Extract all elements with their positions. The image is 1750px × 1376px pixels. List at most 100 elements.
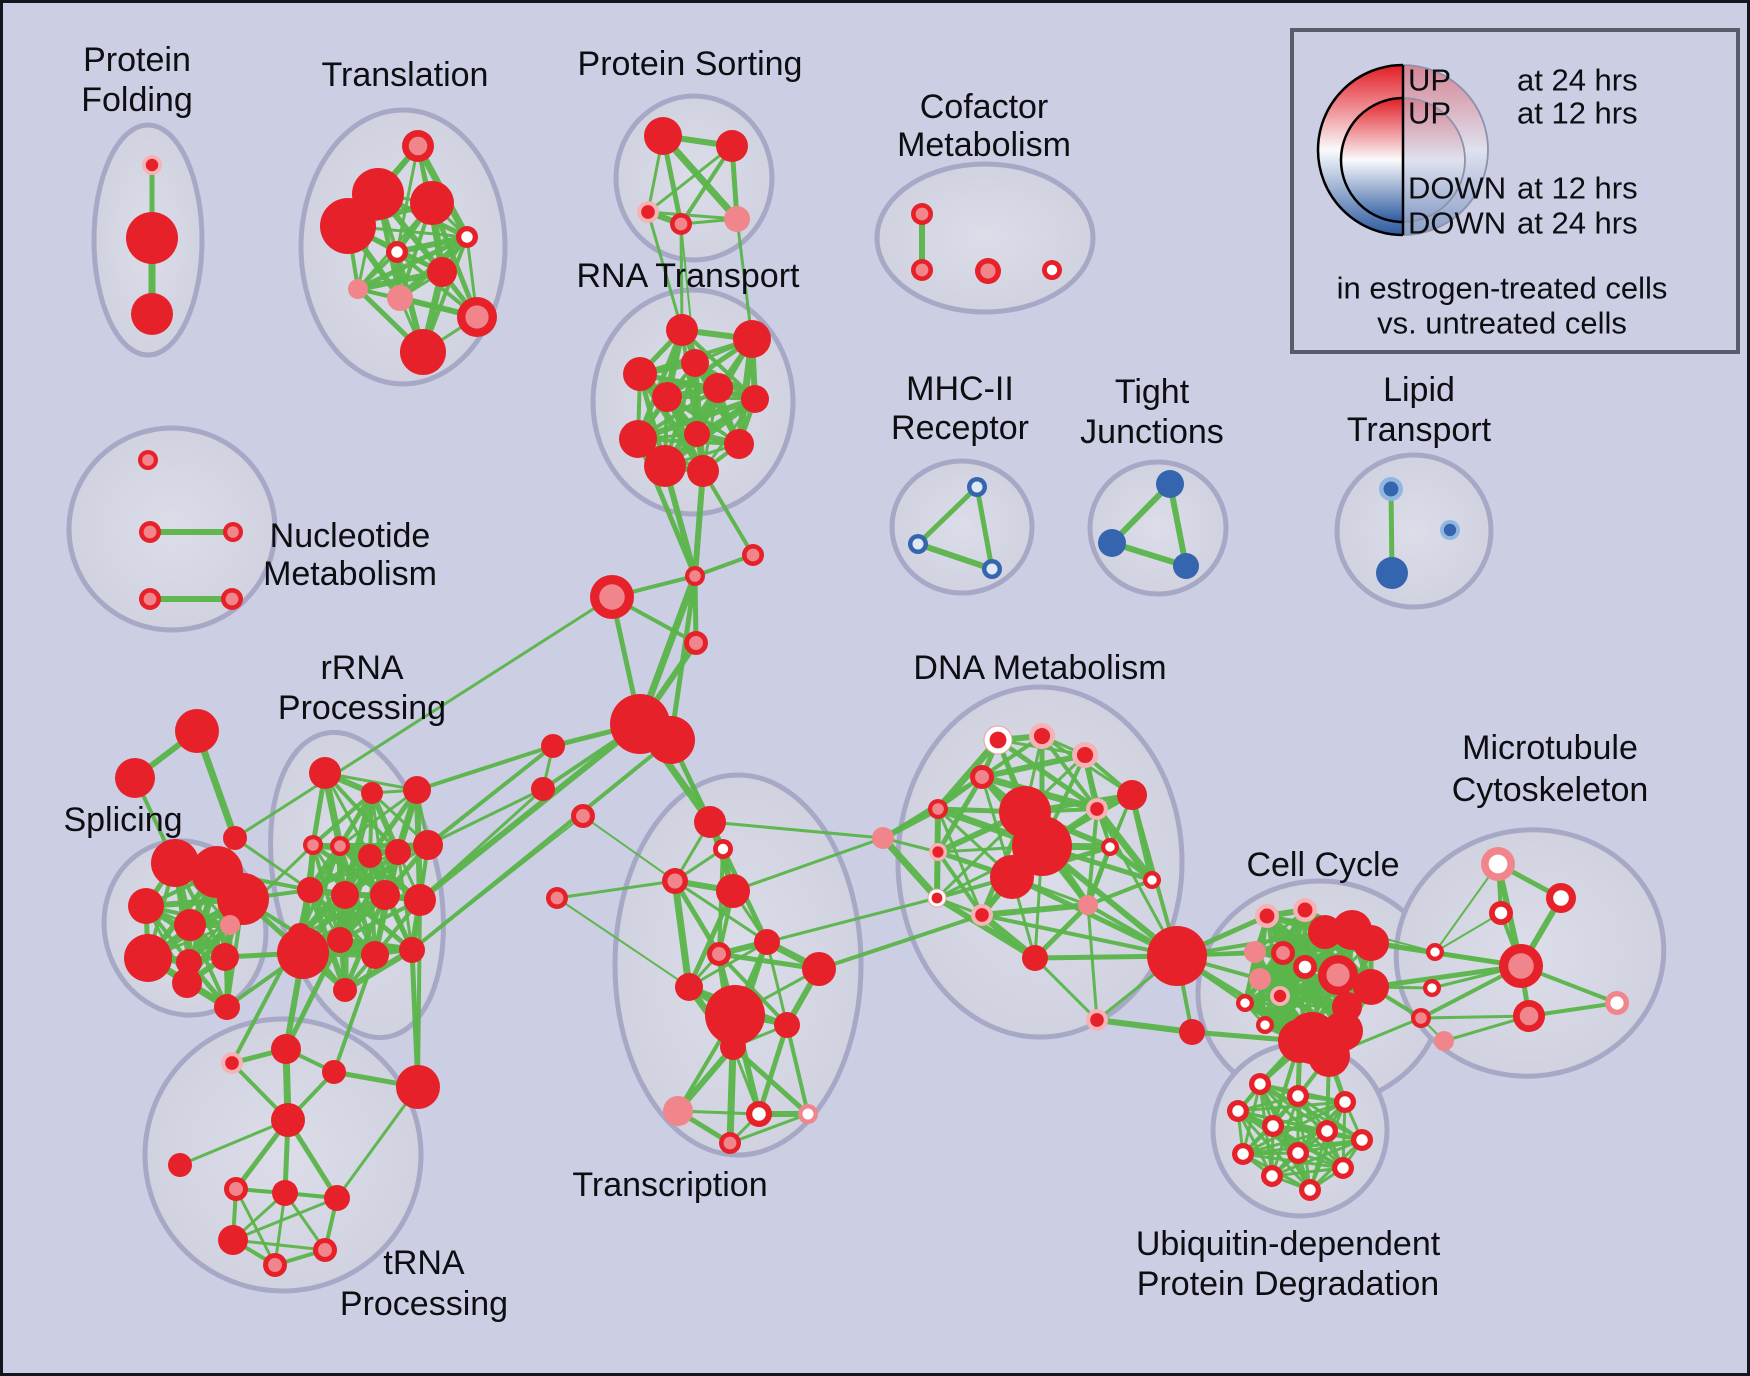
- node-part: [1553, 890, 1569, 906]
- node-part: [652, 382, 682, 412]
- node-part: [641, 205, 655, 219]
- node-red: [774, 1012, 800, 1038]
- edge: [756, 1024, 790, 1115]
- node-part: [1147, 875, 1157, 885]
- node-pink_redring: [707, 942, 731, 966]
- node-red: [218, 1225, 248, 1255]
- node-pink: [724, 206, 750, 232]
- legend-caption: vs. untreated cells: [1377, 306, 1627, 341]
- node-red: [687, 455, 719, 487]
- node-part: [370, 880, 400, 910]
- node-part: [220, 915, 240, 935]
- node-white_redring: [1299, 1179, 1321, 1201]
- node-pink: [220, 915, 240, 935]
- node-part: [644, 117, 682, 155]
- edge: [556, 897, 690, 988]
- node-part: [1298, 960, 1312, 974]
- cluster-label-cofactor-metabolism: Metabolism: [897, 126, 1071, 164]
- node-part: [986, 563, 998, 575]
- edge: [427, 787, 544, 847]
- node-part: [1033, 727, 1051, 745]
- node-part: [915, 263, 929, 277]
- node-red: [733, 320, 771, 358]
- node-white_redring: [1426, 943, 1444, 961]
- node-red: [541, 734, 565, 758]
- node-white_redring: [746, 1101, 772, 1127]
- node-pink_redring: [1499, 944, 1543, 988]
- node-blue: [1173, 553, 1199, 579]
- edge: [311, 791, 374, 847]
- node-part: [396, 1065, 440, 1109]
- node-part: [172, 968, 202, 998]
- node-red_whitering: [983, 725, 1013, 755]
- node-red_pinkring: [1086, 1009, 1108, 1031]
- edge: [418, 787, 545, 902]
- node-part: [647, 716, 695, 764]
- node-part: [687, 455, 719, 487]
- node-part: [361, 782, 383, 804]
- node-red: [131, 293, 173, 335]
- node-white_bluering: [908, 534, 928, 554]
- node-part: [297, 877, 323, 903]
- cluster-label-cofactor-metabolism: Cofactor: [920, 88, 1049, 126]
- edge: [234, 595, 613, 840]
- node-part: [674, 217, 688, 231]
- node-red: [427, 257, 457, 287]
- node-white_redring: [1101, 838, 1119, 856]
- node-red: [175, 709, 219, 753]
- node-white_redring: [1351, 1129, 1373, 1151]
- node-part: [1292, 1090, 1304, 1102]
- node-part: [666, 314, 698, 346]
- edge: [1434, 912, 1502, 953]
- node-pink: [1244, 941, 1266, 963]
- node-part: [1244, 941, 1266, 963]
- cluster-label-ubiquitin-degradation: Ubiquitin-dependent: [1136, 1225, 1441, 1263]
- node-pink_redring: [224, 1177, 248, 1201]
- node-red: [271, 1103, 305, 1137]
- node-part: [277, 927, 329, 979]
- legend-time-label: at 12 hrs: [1517, 171, 1638, 206]
- node-part: [1240, 998, 1250, 1008]
- node-part: [1273, 989, 1287, 1003]
- node-part: [684, 421, 710, 447]
- node-red: [694, 806, 726, 838]
- node-red: [174, 909, 206, 941]
- cluster-ellipse-lipid-transport: [1334, 452, 1494, 610]
- node-red: [404, 884, 436, 916]
- cluster-label-nucleotide-metabolism: Metabolism: [263, 555, 437, 593]
- node-part: [176, 949, 202, 975]
- edge: [981, 913, 1178, 958]
- node-red: [324, 1185, 350, 1211]
- node-white_redring: [1293, 955, 1317, 979]
- node-part: [741, 385, 769, 413]
- cluster-label-protein-folding: Protein: [83, 41, 191, 79]
- edge: [582, 815, 676, 882]
- edge: [1096, 1017, 1193, 1035]
- node-part: [975, 770, 989, 784]
- node-pink_redring: [1411, 1008, 1431, 1028]
- legend-direction-label: UP: [1408, 63, 1451, 98]
- edge: [1242, 1129, 1328, 1156]
- node-red: [1308, 1035, 1350, 1077]
- node-part: [427, 257, 457, 287]
- node-part: [1508, 953, 1534, 979]
- node-red: [716, 130, 748, 162]
- node-pink_redring: [139, 588, 161, 610]
- cluster-ellipse-mhc-ii-receptor: [889, 458, 1035, 596]
- node-part: [322, 1060, 346, 1084]
- node-part: [681, 349, 709, 377]
- edge: [981, 752, 1086, 780]
- node-red_pinkring: [1293, 898, 1317, 922]
- edge: [916, 485, 979, 546]
- node-red: [361, 941, 389, 969]
- node-red: [333, 978, 357, 1002]
- node-pink: [1249, 968, 1271, 990]
- node-pink_redring: [928, 799, 948, 819]
- node-part: [689, 636, 703, 650]
- cluster-label-lipid-transport: Lipid: [1383, 371, 1455, 409]
- node-white_redring: [1423, 979, 1441, 997]
- node-white_redring: [1287, 1085, 1309, 1107]
- edge: [1086, 904, 1099, 1021]
- node-red: [400, 329, 446, 375]
- node-red: [396, 1065, 440, 1109]
